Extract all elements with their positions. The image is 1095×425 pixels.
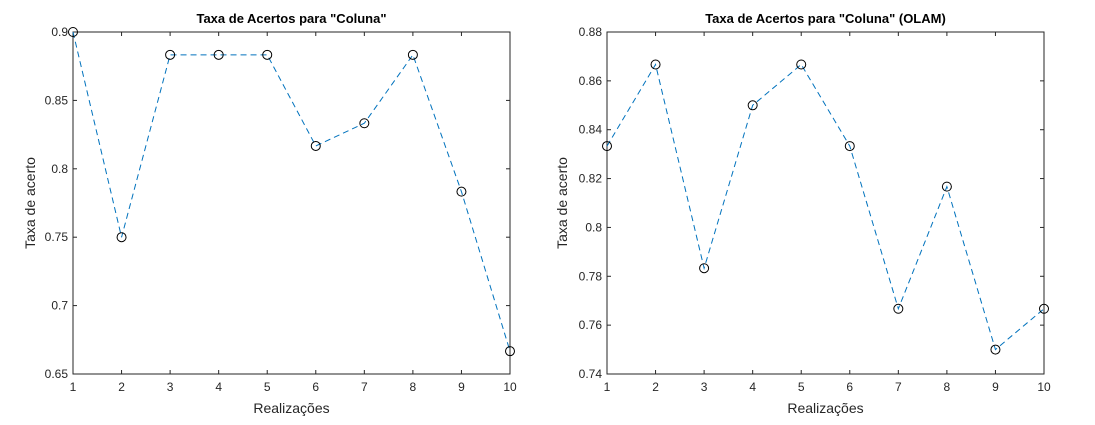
x-tick-label-right: 8 <box>944 380 951 394</box>
y-tick-label-left: 0.9 <box>51 25 68 39</box>
x-tick-label-right: 9 <box>992 380 999 394</box>
series-left <box>68 27 515 357</box>
x-tick-label-right: 5 <box>798 380 805 394</box>
x-tick-label-left: 8 <box>410 380 417 394</box>
x-tick-label-right: 1 <box>604 380 611 394</box>
x-tick-label-left: 5 <box>264 380 271 394</box>
x-tick-label-right: 2 <box>652 380 659 394</box>
x-tick-label-left: 10 <box>503 380 517 394</box>
data-point-left <box>165 49 176 60</box>
x-tick-label-left: 4 <box>215 380 222 394</box>
data-point-right <box>650 59 661 70</box>
x-axis-label-left: Realizações <box>253 400 329 416</box>
y-tick-label-right: 0.86 <box>579 74 603 88</box>
chart-left: Taxa de Acertos para "Coluna" Realizaçõe… <box>22 11 517 416</box>
y-tick-label-left: 0.8 <box>51 162 68 176</box>
y-axis-label-right: Taxa de acerto <box>554 157 570 249</box>
data-point-right <box>602 141 612 152</box>
y-tick-label-right: 0.88 <box>579 25 603 39</box>
data-point-right <box>893 303 904 314</box>
data-point-left <box>359 118 370 129</box>
plot-area-left <box>72 31 511 375</box>
ticks-right: 1 2 3 4 5 6 7 8 9 10 0.74 0.76 0.78 0.8 0.82 0.84 0.86 0.… <box>579 25 1051 394</box>
x-tick-label-left: 7 <box>361 380 368 394</box>
x-tick-label-right: 6 <box>846 380 853 394</box>
y-tick-label-left: 0.7 <box>51 299 68 313</box>
x-tick-label-right: 4 <box>749 380 756 394</box>
y-tick-label-left: 0.85 <box>45 93 69 107</box>
chart-right: Taxa de Acertos para "Coluna" (OLAM) Rea… <box>554 11 1051 416</box>
data-point-right <box>1039 303 1049 314</box>
x-axis-label-right: Realizações <box>787 400 863 416</box>
data-point-left <box>310 140 321 151</box>
chart-title-left: Taxa de Acertos para "Coluna" <box>196 11 386 26</box>
data-point-left <box>262 49 273 60</box>
x-tick-label-left: 9 <box>458 380 465 394</box>
data-point-left <box>407 49 418 60</box>
data-point-right <box>747 100 758 111</box>
y-tick-label-right: 0.82 <box>579 172 603 186</box>
data-point-right <box>844 141 855 152</box>
data-point-left <box>68 27 78 37</box>
x-tick-label-left: 6 <box>312 380 319 394</box>
y-axis-label-left: Taxa de acerto <box>22 157 38 249</box>
series-line-left <box>72 31 511 352</box>
data-point-left <box>456 186 467 197</box>
x-tick-label-left: 2 <box>118 380 125 394</box>
y-tick-label-right: 0.8 <box>585 220 602 234</box>
data-point-right <box>796 59 807 70</box>
x-tick-label-left: 1 <box>70 380 77 394</box>
data-point-right <box>699 263 710 274</box>
plot-area-right <box>606 31 1045 375</box>
y-tick-label-right: 0.76 <box>579 318 603 332</box>
y-tick-label-right: 0.74 <box>579 367 603 381</box>
data-point-right <box>990 344 1001 355</box>
y-tick-label-left: 0.75 <box>45 230 69 244</box>
series-line-right <box>606 63 1045 351</box>
y-tick-label-left: 0.65 <box>45 367 69 381</box>
x-tick-label-right: 7 <box>895 380 902 394</box>
data-point-left <box>213 49 224 60</box>
chart-title-right: Taxa de Acertos para "Coluna" (OLAM) <box>705 11 946 26</box>
x-tick-label-right: 3 <box>701 380 708 394</box>
data-point-left <box>116 232 127 243</box>
data-point-right <box>941 181 952 192</box>
series-right <box>602 59 1049 355</box>
x-tick-label-left: 3 <box>167 380 174 394</box>
data-point-left <box>505 346 515 357</box>
y-tick-label-right: 0.78 <box>579 269 603 283</box>
x-tick-label-right: 10 <box>1037 380 1051 394</box>
y-tick-label-right: 0.84 <box>579 123 603 137</box>
ticks-left: 1 2 3 4 5 6 7 8 9 10 0.65 0.7 0.75 0.8 0.85 0.9 <box>45 25 517 394</box>
